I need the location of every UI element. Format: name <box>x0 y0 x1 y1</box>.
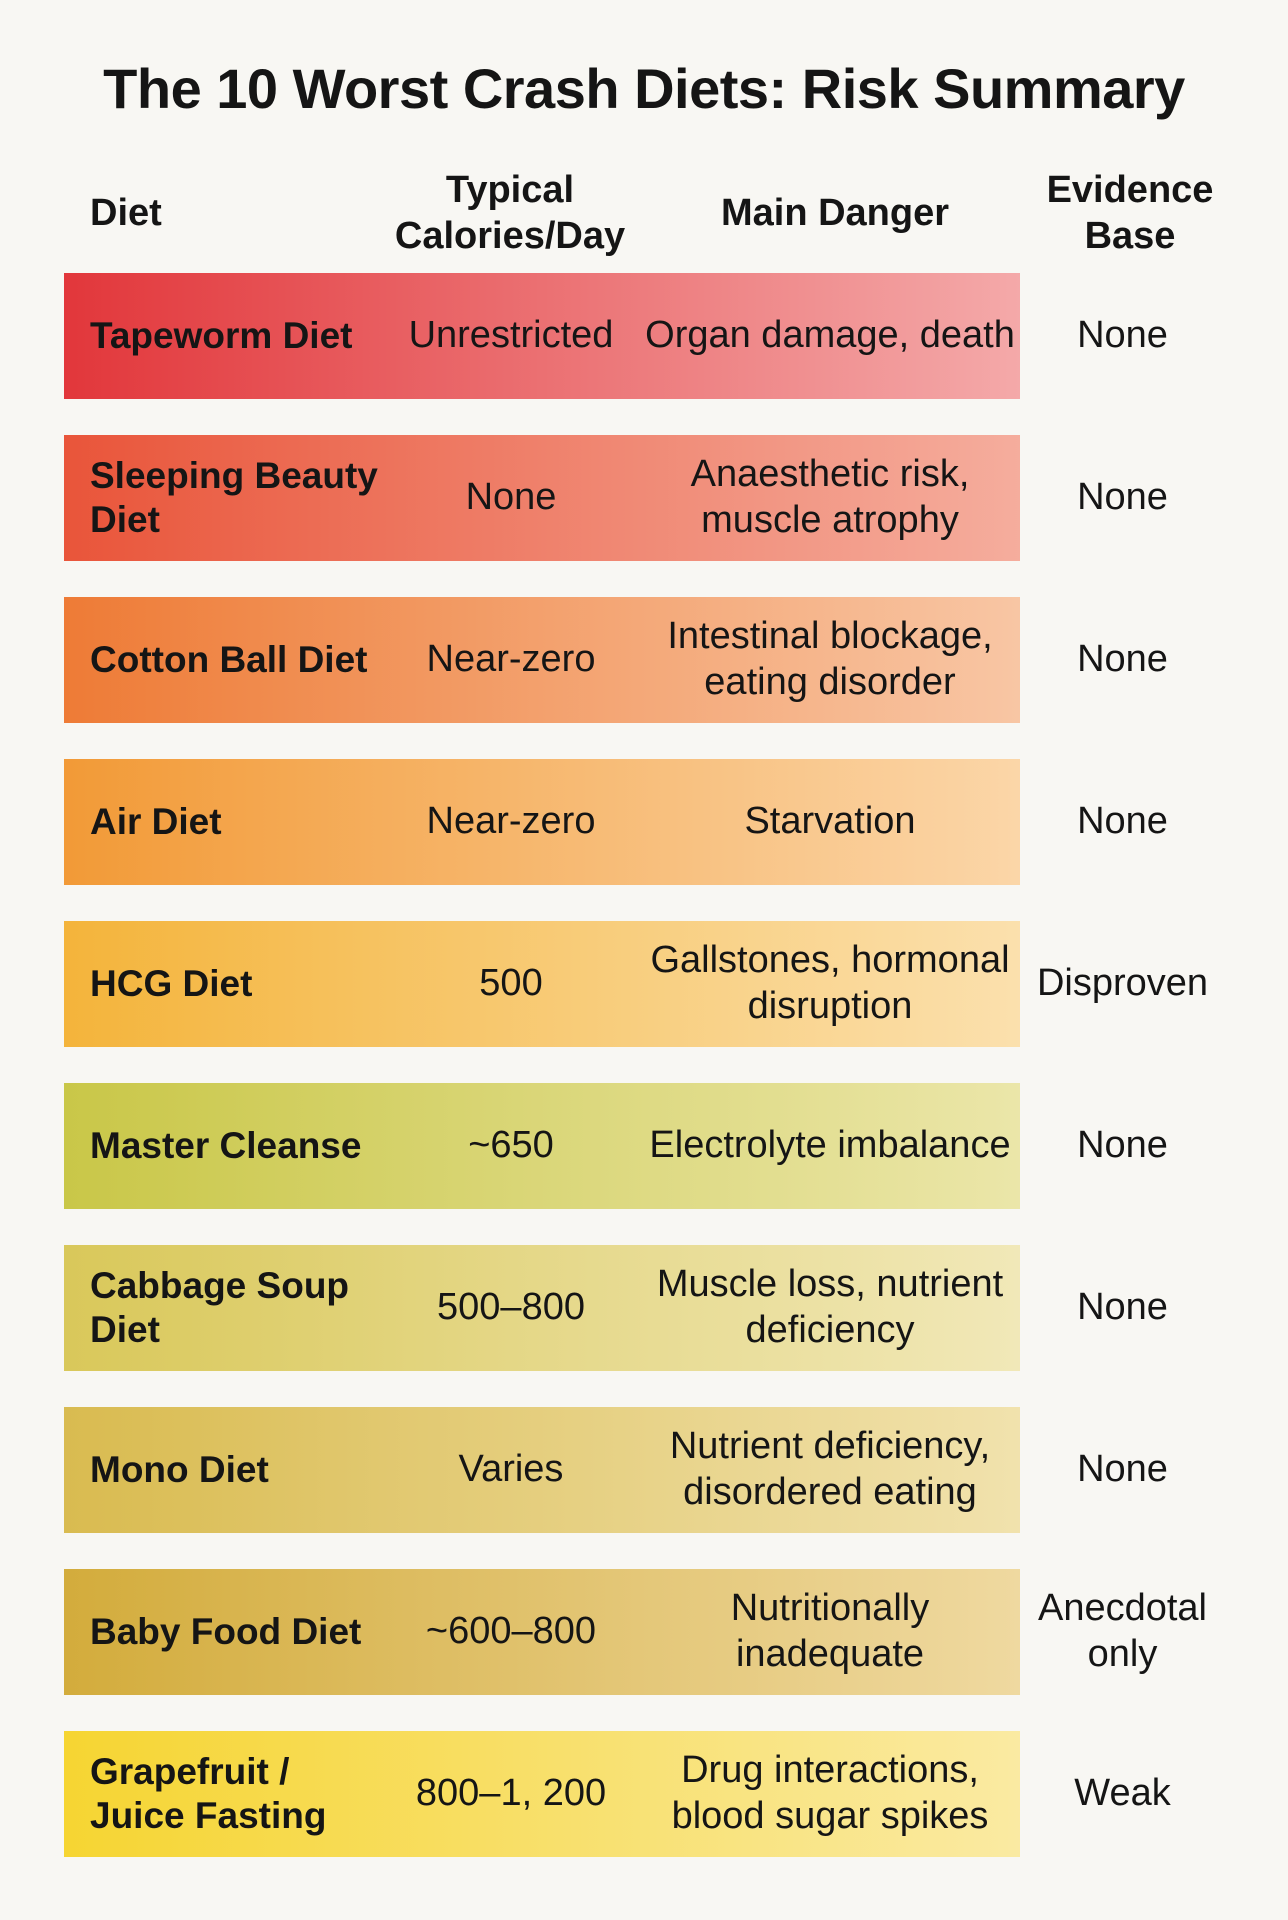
cell-calories: ~600–800 <box>425 1610 597 1653</box>
cell-danger: Muscle loss, nutrient deficiency <box>656 1263 1004 1351</box>
column-header-calories-label: Typical Calories/Day <box>394 169 626 257</box>
cell-danger: Starvation <box>744 800 916 843</box>
cell-calories: 800–1, 200 <box>415 1772 607 1815</box>
table-row: Cotton Ball Diet Near-zero Intestinal bloc… <box>0 597 1288 723</box>
column-header-diet: Diet <box>90 192 162 235</box>
cell-evidence: None <box>1077 314 1168 357</box>
cell-calories: Near-zero <box>426 638 596 681</box>
cell-diet: Cabbage Soup Diet <box>90 1264 350 1350</box>
cell-danger: Gallstones, hormonal disruption <box>650 939 1010 1027</box>
cell-evidence: None <box>1077 1448 1168 1491</box>
cell-calories: Near-zero <box>426 800 596 843</box>
cell-danger: Anaesthetic risk, muscle atrophy <box>690 453 970 541</box>
row-band <box>64 1407 1020 1533</box>
table-row: Sleeping Beauty Diet None Anaesthetic risk… <box>0 435 1288 561</box>
cell-danger: Nutritionally inadequate <box>730 1587 930 1675</box>
row-band <box>64 1245 1020 1371</box>
row-band <box>64 759 1020 885</box>
cell-diet: Baby Food Diet <box>90 1610 362 1652</box>
cell-diet: Sleeping Beauty Diet <box>90 454 378 540</box>
cell-diet: HCG Diet <box>90 962 253 1004</box>
cell-evidence: Anecdotal only <box>1037 1587 1207 1675</box>
cell-danger: Drug interactions, blood sugar spikes <box>671 1749 989 1837</box>
cell-evidence: Disproven <box>1036 962 1209 1005</box>
row-band <box>64 1569 1020 1695</box>
cell-diet: Tapeworm Diet <box>90 314 353 356</box>
column-header-evidence: Evidence Base <box>1020 164 1240 264</box>
cell-calories: Unrestricted <box>408 314 614 357</box>
column-header-calories: Typical Calories/Day <box>370 164 650 264</box>
cell-calories: Varies <box>458 1448 564 1491</box>
cell-evidence: None <box>1077 476 1168 519</box>
cell-diet: Grapefruit / Juice Fasting <box>90 1750 327 1836</box>
table-header: Diet Typical Calories/Day Main Danger Evi… <box>0 164 1288 264</box>
cell-evidence: None <box>1077 1124 1168 1167</box>
cell-evidence: None <box>1077 1286 1168 1329</box>
cell-diet: Air Diet <box>90 800 222 842</box>
table-row: Tapeworm Diet Unrestricted Organ damage, d… <box>0 273 1288 399</box>
cell-diet: Master Cleanse <box>90 1124 362 1166</box>
row-band <box>64 273 1020 399</box>
row-band <box>64 597 1020 723</box>
cell-calories: None <box>465 476 557 519</box>
table-row: Mono Diet Varies Nutrient deficiency, diso… <box>0 1407 1288 1533</box>
cell-diet: Mono Diet <box>90 1448 269 1490</box>
row-band <box>64 1083 1020 1209</box>
row-band <box>64 921 1020 1047</box>
table-row: Cabbage Soup Diet 500–800 Muscle loss, nut… <box>0 1245 1288 1371</box>
table-row: Master Cleanse ~650 Electrolyte imbalance N… <box>0 1083 1288 1209</box>
cell-evidence: None <box>1077 638 1168 681</box>
row-band <box>64 435 1020 561</box>
cell-danger: Intestinal blockage, eating disorder <box>667 615 993 703</box>
page-title: The 10 Worst Crash Diets: Risk Summary <box>103 57 1185 120</box>
table-row: Baby Food Diet ~600–800 Nutritionally inad… <box>0 1569 1288 1695</box>
cell-calories: ~650 <box>468 1124 554 1167</box>
row-band <box>64 1731 1020 1857</box>
cell-danger: Electrolyte imbalance <box>649 1124 1011 1167</box>
table-row: Grapefruit / Juice Fasting 800–1, 200 Drug… <box>0 1731 1288 1857</box>
table-row: HCG Diet 500 Gallstones, hormonal disrupti… <box>0 921 1288 1047</box>
table-row: Air Diet Near-zero Starvation None <box>0 759 1288 885</box>
cell-evidence: Weak <box>1074 1772 1171 1815</box>
cell-diet: Cotton Ball Diet <box>90 638 368 680</box>
column-header-danger: Main Danger <box>720 192 950 235</box>
cell-evidence: None <box>1077 800 1168 843</box>
column-header-evidence-label: Evidence Base <box>1046 169 1214 257</box>
cell-danger: Organ damage, death <box>645 314 1015 357</box>
cell-calories: 500–800 <box>437 1286 585 1329</box>
cell-calories: 500 <box>479 962 543 1005</box>
cell-danger: Nutrient deficiency, disordered eating <box>669 1425 991 1513</box>
